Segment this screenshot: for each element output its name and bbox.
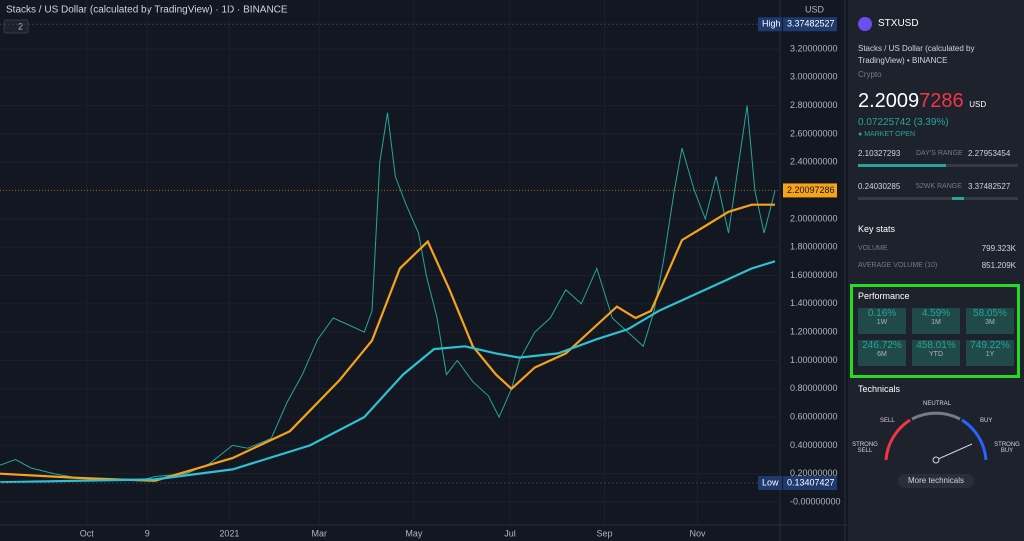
series-line bbox=[0, 260, 776, 484]
y-tick-label: 3.20000000 bbox=[790, 43, 838, 53]
more-technicals[interactable]: More technicals bbox=[898, 474, 974, 488]
exchange: • BINANCE bbox=[906, 56, 948, 65]
y-tick-label: 0.60000000 bbox=[790, 411, 838, 421]
marker-name-tag bbox=[758, 476, 782, 491]
y-tick-label: 0.40000000 bbox=[790, 440, 838, 450]
x-tick-label: Sep bbox=[596, 528, 612, 538]
last-price-tag bbox=[783, 183, 837, 198]
y-tick-label: 1.80000000 bbox=[790, 242, 838, 252]
y-tick-label: 1.40000000 bbox=[790, 298, 838, 308]
change: 0.07225742 (3.39%) bbox=[858, 117, 949, 128]
wk-low: 0.24030285 bbox=[858, 182, 901, 191]
performance-value: 246.72% bbox=[862, 340, 902, 351]
y-tick-label: 1.00000000 bbox=[790, 355, 838, 365]
status: ● MARKET OPEN bbox=[858, 131, 916, 138]
marker-tag bbox=[783, 476, 837, 491]
x-tick-label: Mar bbox=[312, 528, 328, 538]
x-tick-label: Nov bbox=[689, 528, 706, 538]
y-tick-label: 2.80000000 bbox=[790, 100, 838, 110]
performance-cell: 749.22% 1Y bbox=[966, 340, 1014, 366]
gauge-label: SELL bbox=[880, 418, 895, 424]
day-range-label: DAY'S RANGE bbox=[916, 150, 963, 157]
performance-value: 458.01% bbox=[916, 340, 956, 351]
marker-label: 3.37482527 bbox=[787, 19, 835, 29]
performance-period: 1M bbox=[931, 319, 941, 326]
wk-high: 3.37482527 bbox=[968, 182, 1011, 191]
x-tick-label: Oct bbox=[80, 528, 95, 538]
y-tick-label: 0.80000000 bbox=[790, 383, 838, 393]
day-high: 2.27953454 bbox=[968, 149, 1011, 158]
y-tick-label: 0.20000000 bbox=[790, 468, 838, 478]
marker-name: Low bbox=[762, 477, 779, 487]
indicator-count: 2 bbox=[18, 21, 23, 31]
performance-highlight bbox=[850, 284, 1020, 378]
performance-title: Performance bbox=[858, 291, 910, 301]
y-tick-label: 2.40000000 bbox=[790, 157, 838, 167]
x-tick-label: Jul bbox=[504, 528, 516, 538]
y-tick-label: 2.00000000 bbox=[790, 213, 838, 223]
price-tail: 7286 bbox=[919, 90, 964, 112]
performance-value: 0.16% bbox=[867, 308, 897, 319]
price: 2.2009 bbox=[858, 90, 920, 112]
gauge-label: STRONG BUY bbox=[994, 442, 1020, 454]
performance-value: 58.05% bbox=[973, 308, 1007, 319]
marker-name-tag bbox=[758, 17, 782, 32]
performance-period: 6M bbox=[877, 351, 887, 358]
marker-label: 0.13407427 bbox=[787, 477, 835, 487]
stat-value: 851.209K bbox=[981, 261, 1016, 270]
series-line bbox=[0, 203, 775, 482]
currency-button[interactable]: USD bbox=[805, 4, 825, 14]
performance-period: 3M bbox=[985, 319, 995, 326]
marker-tag bbox=[783, 17, 837, 32]
wk-range-label: 52WK RANGE bbox=[916, 183, 962, 190]
performance-cell: 58.05% 3M bbox=[966, 308, 1014, 334]
technicals-title: Technicals bbox=[858, 384, 901, 394]
performance-value: 749.22% bbox=[970, 340, 1010, 351]
symbol: STXUSD bbox=[878, 18, 919, 29]
performance-period: YTD bbox=[929, 351, 943, 358]
gauge-label: BUY bbox=[980, 418, 993, 424]
performance-cell: 0.16% 1W bbox=[858, 308, 906, 334]
chart: Stacks / US Dollar (calculated by Tradin… bbox=[0, 0, 847, 541]
indicator-toggle[interactable] bbox=[3, 19, 29, 34]
last-price-label: 2.20097286 bbox=[787, 185, 835, 195]
gauge-label: NEUTRAL bbox=[923, 401, 952, 407]
status-text: MARKET OPEN bbox=[864, 131, 916, 138]
performance-value: 4.59% bbox=[921, 308, 951, 319]
stat-label: VOLUME bbox=[858, 245, 888, 252]
stat-value: 799.323K bbox=[981, 244, 1016, 253]
description: Stacks / US Dollar (calculated by Tradin… bbox=[858, 44, 975, 65]
performance-cell: 458.01% YTD bbox=[912, 340, 960, 366]
x-tick-label: 9 bbox=[145, 528, 150, 538]
performance-cell: 246.72% 6M bbox=[858, 340, 906, 366]
x-tick-label: May bbox=[405, 528, 423, 538]
x-tick-label: 2021 bbox=[219, 528, 239, 538]
stat-label: AVERAGE VOLUME (10) bbox=[858, 262, 938, 269]
performance-period: 1W bbox=[876, 319, 888, 326]
gauge bbox=[884, 411, 988, 464]
y-tick-label: 1.60000000 bbox=[790, 270, 838, 280]
kind: Crypto bbox=[858, 70, 882, 79]
y-tick-label: 2.60000000 bbox=[790, 128, 838, 138]
sidebar: STXUSD Stacks / US Dollar (calculated by… bbox=[848, 0, 1024, 541]
y-tick-label: 3.00000000 bbox=[790, 72, 838, 82]
day-low: 2.10327293 bbox=[858, 149, 901, 158]
performance-cell: 4.59% 1M bbox=[912, 308, 960, 334]
marker-name: High bbox=[762, 19, 781, 29]
y-tick-label: -0.00000000 bbox=[790, 496, 841, 506]
performance-period: 1Y bbox=[985, 351, 995, 358]
y-tick-label: 1.20000000 bbox=[790, 327, 838, 337]
gauge-label: STRONG SELL bbox=[852, 442, 878, 454]
price-currency: USD bbox=[969, 100, 987, 109]
symbol-icon bbox=[858, 17, 872, 31]
key-stats-title: Key stats bbox=[858, 224, 896, 234]
